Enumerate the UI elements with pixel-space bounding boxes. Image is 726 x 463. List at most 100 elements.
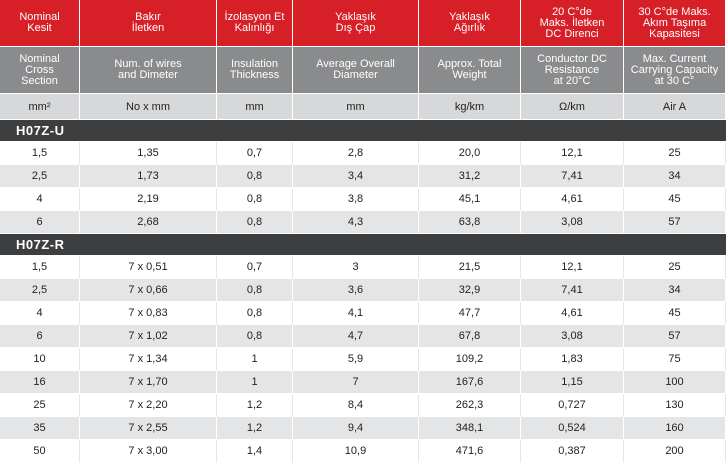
cell-cross-section: 2,5	[0, 279, 80, 302]
cell-weight: 109,2	[419, 348, 521, 371]
table-row: 50 7 x 3,00 1,4 10,9 471,6 0,387 200	[0, 440, 726, 463]
section-header-row: H07Z-U	[0, 120, 726, 142]
cell-cross-section: 16	[0, 371, 80, 394]
header-en-wires: Num. of wires and Dimeter	[80, 47, 217, 94]
cell-insulation: 0,7	[217, 256, 293, 279]
cell-current: 100	[624, 371, 726, 394]
cell-current: 130	[624, 394, 726, 417]
cell-resistance: 0,387	[521, 440, 624, 463]
cell-weight: 471,6	[419, 440, 521, 463]
cell-insulation: 1	[217, 348, 293, 371]
table-row: 4 2,19 0,8 3,8 45,1 4,61 45	[0, 188, 726, 211]
cell-resistance: 3,08	[521, 211, 624, 234]
header-tr-izolasyon: İzolasyon Et Kalınlığı	[217, 0, 293, 47]
cell-weight: 47,7	[419, 302, 521, 325]
header-tr-agirlik: Yaklaşık Ağırlık	[419, 0, 521, 47]
cell-insulation: 0,8	[217, 302, 293, 325]
cell-weight: 262,3	[419, 394, 521, 417]
unit-diameter: mm	[293, 94, 419, 120]
cell-diameter: 5,9	[293, 348, 419, 371]
table-row: 35 7 x 2,55 1,2 9,4 348,1 0,524 160	[0, 417, 726, 440]
header-tr-dis-cap: Yaklaşık Dış Çap	[293, 0, 419, 47]
header-tr-akim-kapasitesi: 30 C°de Maks. Akım Taşıma Kapasitesi	[624, 0, 726, 47]
cell-wires: 2,68	[80, 211, 217, 234]
header-en-resistance: Conductor DC Resistance at 20°C	[521, 47, 624, 94]
table-row: 1,5 1,35 0,7 2,8 20,0 12,1 25	[0, 142, 726, 165]
cell-weight: 63,8	[419, 211, 521, 234]
cell-diameter: 3,8	[293, 188, 419, 211]
cell-wires: 7 x 0,83	[80, 302, 217, 325]
cell-resistance: 3,08	[521, 325, 624, 348]
cell-diameter: 8,4	[293, 394, 419, 417]
cell-insulation: 1	[217, 371, 293, 394]
cell-resistance: 7,41	[521, 279, 624, 302]
cell-cross-section: 2,5	[0, 165, 80, 188]
cell-insulation: 0,8	[217, 279, 293, 302]
unit-current: Air A	[624, 94, 726, 120]
cell-wires: 7 x 2,55	[80, 417, 217, 440]
cell-insulation: 0,8	[217, 211, 293, 234]
header-tr-bakir-iletken: Bakır İletken	[80, 0, 217, 47]
cell-current: 45	[624, 302, 726, 325]
cell-insulation: 0,8	[217, 188, 293, 211]
header-en-diameter: Average Overall Diameter	[293, 47, 419, 94]
table-row: 6 2,68 0,8 4,3 63,8 3,08 57	[0, 211, 726, 234]
cell-current: 34	[624, 279, 726, 302]
header-tr-dc-direnci: 20 C°de Maks. İletken DC Direnci	[521, 0, 624, 47]
cell-diameter: 10,9	[293, 440, 419, 463]
cell-cross-section: 6	[0, 211, 80, 234]
cell-diameter: 9,4	[293, 417, 419, 440]
header-row-english: Nominal Cross Section Num. of wires and Dim…	[0, 47, 726, 94]
cell-cross-section: 50	[0, 440, 80, 463]
cell-weight: 20,0	[419, 142, 521, 165]
cell-diameter: 3,4	[293, 165, 419, 188]
cell-diameter: 4,1	[293, 302, 419, 325]
cell-weight: 31,2	[419, 165, 521, 188]
unit-weight: kg/km	[419, 94, 521, 120]
cell-weight: 348,1	[419, 417, 521, 440]
cell-cross-section: 1,5	[0, 256, 80, 279]
header-tr-nominal-kesit: Nominal Kesit	[0, 0, 80, 47]
header-row-turkish: Nominal Kesit Bakır İletken İzolasyon Et Ka…	[0, 0, 726, 47]
cell-wires: 7 x 3,00	[80, 440, 217, 463]
header-en-insulation: Insulation Thickness	[217, 47, 293, 94]
cell-weight: 45,1	[419, 188, 521, 211]
table-row: 16 7 x 1,70 1 7 167,6 1,15 100	[0, 371, 726, 394]
header-row-units: mm² No x mm mm mm kg/km Ω/km Air A	[0, 94, 726, 120]
cell-cross-section: 6	[0, 325, 80, 348]
cell-cross-section: 4	[0, 188, 80, 211]
header-en-weight: Approx. Total Weight	[419, 47, 521, 94]
cell-resistance: 0,727	[521, 394, 624, 417]
cell-insulation: 1,2	[217, 394, 293, 417]
cell-insulation: 0,8	[217, 325, 293, 348]
cell-wires: 7 x 1,02	[80, 325, 217, 348]
cell-insulation: 1,4	[217, 440, 293, 463]
cell-current: 34	[624, 165, 726, 188]
cell-current: 25	[624, 142, 726, 165]
unit-insulation: mm	[217, 94, 293, 120]
unit-resistance: Ω/km	[521, 94, 624, 120]
section-title: H07Z-U	[0, 120, 726, 142]
cell-current: 160	[624, 417, 726, 440]
cell-current: 200	[624, 440, 726, 463]
cell-cross-section: 4	[0, 302, 80, 325]
cell-current: 25	[624, 256, 726, 279]
cell-weight: 167,6	[419, 371, 521, 394]
cell-current: 57	[624, 211, 726, 234]
table-row: 2,5 7 x 0,66 0,8 3,6 32,9 7,41 34	[0, 279, 726, 302]
cell-resistance: 12,1	[521, 256, 624, 279]
cell-insulation: 0,7	[217, 142, 293, 165]
section-title: H07Z-R	[0, 234, 726, 256]
section-header-row: H07Z-R	[0, 234, 726, 256]
cell-diameter: 2,8	[293, 142, 419, 165]
cell-weight: 67,8	[419, 325, 521, 348]
cell-resistance: 7,41	[521, 165, 624, 188]
cell-current: 45	[624, 188, 726, 211]
cell-wires: 7 x 2,20	[80, 394, 217, 417]
cell-resistance: 12,1	[521, 142, 624, 165]
cell-cross-section: 35	[0, 417, 80, 440]
cell-resistance: 4,61	[521, 188, 624, 211]
